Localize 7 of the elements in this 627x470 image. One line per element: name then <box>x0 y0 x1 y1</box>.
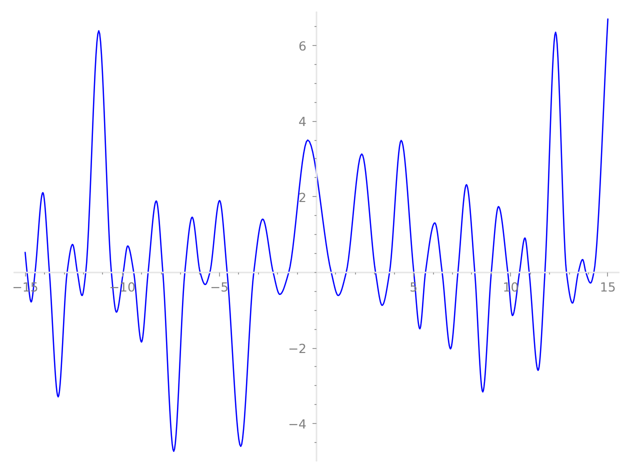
y-tick-label: 4 <box>298 114 307 130</box>
y-tick-label: −4 <box>288 416 307 432</box>
x-tick-label: −5 <box>210 279 229 294</box>
y-tick-label: −2 <box>288 341 307 356</box>
x-tick-label: 15 <box>600 279 616 294</box>
y-tick-label: 2 <box>298 190 306 205</box>
y-tick-label: 6 <box>298 38 307 54</box>
